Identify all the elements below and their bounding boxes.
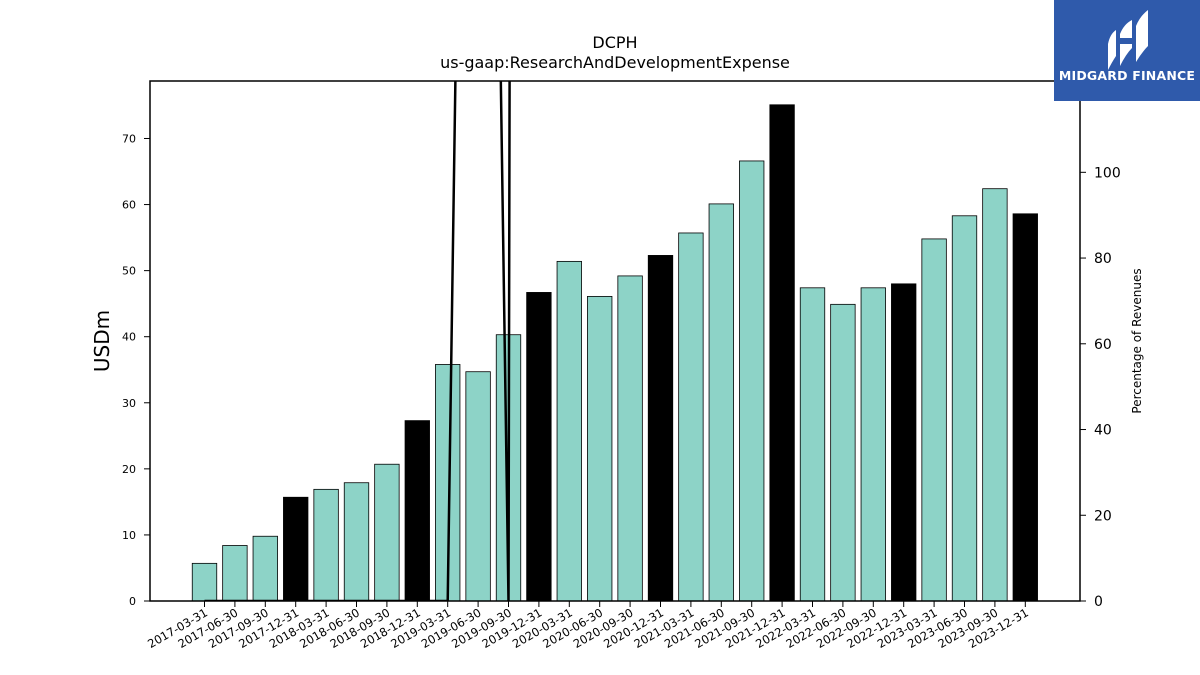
bar-2021-12-31 bbox=[769, 104, 795, 602]
bar-2021-03-31 bbox=[678, 232, 704, 602]
y-axis-left: 0 10 20 30 40 50 60 70 bbox=[122, 132, 150, 608]
bar-2020-12-31 bbox=[647, 255, 674, 602]
bar-2020-03-31 bbox=[556, 260, 582, 602]
y-tick-label: 10 bbox=[122, 529, 136, 542]
y2-tick-label: 40 bbox=[1094, 423, 1112, 439]
bar-2017-12-31 bbox=[283, 496, 309, 602]
bar-2023-09-30 bbox=[982, 188, 1008, 602]
y-tick-label: 70 bbox=[122, 132, 136, 145]
bars-group bbox=[191, 104, 1038, 602]
bar-2023-03-31 bbox=[921, 238, 947, 602]
brand-logo: MIDGARD FINANCE bbox=[1054, 0, 1200, 101]
bar-2017-09-30 bbox=[252, 535, 278, 602]
brand-logo-text: MIDGARD FINANCE bbox=[1058, 68, 1196, 83]
y2-tick-label: 80 bbox=[1094, 251, 1112, 267]
bar-2023-06-30 bbox=[951, 215, 978, 602]
bar-2019-12-31 bbox=[526, 292, 552, 602]
y2-tick-label: 0 bbox=[1094, 594, 1103, 610]
bar-2017-06-30 bbox=[222, 545, 248, 602]
y-tick-label: 60 bbox=[122, 199, 136, 212]
y-tick-label: 0 bbox=[129, 595, 136, 608]
y-tick-label: 30 bbox=[122, 397, 136, 410]
bar-2020-09-30 bbox=[617, 275, 643, 602]
x-axis: 2017-03-312017-06-302017-09-302017-12-31… bbox=[145, 601, 1031, 651]
bar-2022-12-31 bbox=[891, 283, 917, 602]
plot-frame bbox=[149, 80, 1081, 602]
bar-2022-06-30 bbox=[830, 303, 856, 602]
y-tick-label: 40 bbox=[122, 331, 136, 344]
y2-tick-label: 20 bbox=[1094, 508, 1112, 524]
y-axis-right: 0 20 40 60 80 100 bbox=[1080, 165, 1121, 610]
bar-2018-09-30 bbox=[374, 463, 400, 602]
y2-tick-label: 100 bbox=[1094, 165, 1121, 181]
bar-2017-03-31 bbox=[191, 562, 218, 602]
bar-2018-12-31 bbox=[404, 420, 430, 602]
chart-title: DCPH bbox=[592, 33, 637, 52]
bar-2022-09-30 bbox=[860, 287, 886, 602]
bar-2022-03-31 bbox=[799, 287, 826, 602]
bar-2018-06-30 bbox=[343, 482, 370, 602]
chart-subtitle: us-gaap:ResearchAndDevelopmentExpense bbox=[440, 53, 790, 72]
bar-2018-03-31 bbox=[313, 488, 339, 602]
bar-2023-12-31 bbox=[1012, 213, 1038, 602]
bar-2020-06-30 bbox=[587, 295, 613, 602]
y-tick-label: 50 bbox=[122, 265, 136, 278]
midgard-logo-icon bbox=[1108, 10, 1148, 70]
y2-tick-label: 60 bbox=[1094, 337, 1112, 353]
bar-2019-06-30 bbox=[465, 371, 491, 602]
bar-2021-09-30 bbox=[739, 160, 765, 602]
y-tick-label: 20 bbox=[122, 463, 136, 476]
y-axis-label: USDm bbox=[90, 310, 114, 372]
y2-axis-label: Percentage of Revenues bbox=[1130, 268, 1144, 413]
bar-2021-06-30 bbox=[708, 203, 734, 602]
